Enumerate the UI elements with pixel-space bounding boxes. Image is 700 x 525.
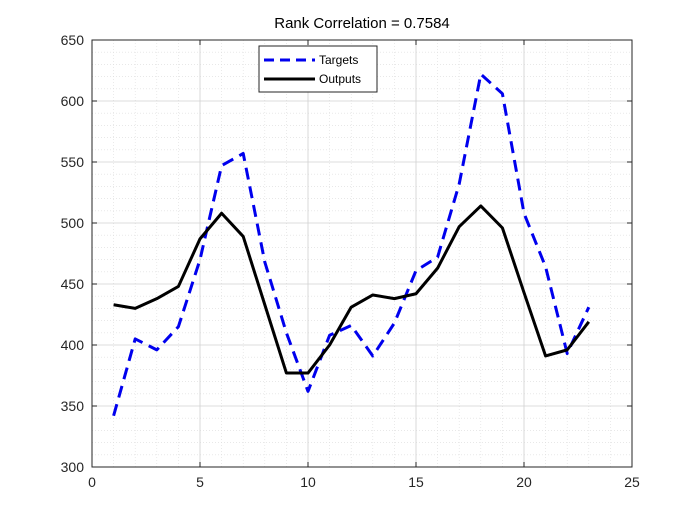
- y-tick-label: 600: [61, 93, 85, 109]
- x-tick-label: 0: [88, 474, 96, 490]
- legend-box: [258, 45, 378, 93]
- axes-box: [91, 39, 633, 468]
- y-tick-label: 400: [61, 337, 85, 353]
- minor-grid: [92, 40, 632, 467]
- y-tick-label: 550: [61, 154, 85, 170]
- series-line-outputs: [113, 204, 590, 375]
- x-tick-label: 5: [196, 474, 204, 490]
- plot-area: [92, 40, 632, 467]
- y-tick-label: 500: [61, 215, 85, 231]
- x-tick-label: 25: [624, 474, 640, 490]
- ticks-layer: 0 5 10 15 20 25 300 350 400 450 500 550 600 650: [61, 32, 640, 490]
- x-tick-label: 20: [516, 474, 532, 490]
- y-tick-label: 450: [61, 276, 85, 292]
- x-tick-label: 10: [300, 474, 316, 490]
- x-tick-label: 15: [408, 474, 424, 490]
- legend-label-outputs: Outputs: [319, 72, 361, 86]
- y-tick-label: 650: [61, 32, 85, 48]
- y-tick-label: 350: [61, 398, 85, 414]
- series-layer: [112, 72, 591, 417]
- legend: Targets Outputs: [258, 45, 378, 93]
- chart-title: Rank Correlation = 0.7584: [274, 15, 450, 32]
- legend-label-targets: Targets: [319, 53, 358, 67]
- y-tick-label: 300: [61, 459, 85, 475]
- series-line-targets: [112, 72, 591, 417]
